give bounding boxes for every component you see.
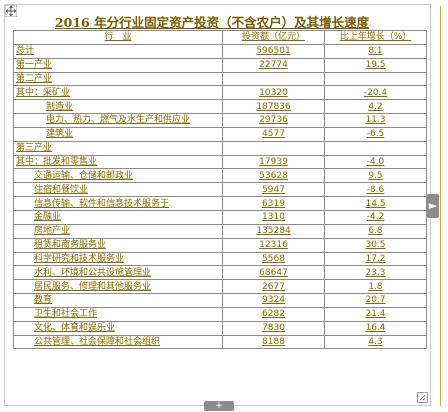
industry-cell: 第一产业 [13,57,223,73]
investment-cell: 4577 [222,126,325,142]
industry-cell: 房地产业 [13,223,223,239]
industry-cell: 电力、热力、燃气及水生产和供应业 [13,113,223,128]
table-row: 金融业 1310 -4.2 [13,209,427,225]
growth-cell: -6.5 [324,126,427,142]
investment-cell: 7830 [222,320,325,336]
table-row: 信息传输、软件和信息技术服务于 6319 14.5 [13,196,427,211]
table-row: 卫生和社会工作 6282 21.4 [13,306,427,322]
table-row: 建筑业 4577 -6.5 [13,126,427,142]
growth-cell: 20.7 [324,293,427,308]
table-row: 文化、体育和娱乐业 7830 16.4 [13,320,427,336]
growth-cell: -4.2 [324,209,427,225]
growth-cell: 9.5 [324,168,427,184]
industry-cell: 制造业 [13,99,223,115]
investment-cell: 8188 [222,334,325,350]
industry-cell: 第三产业 [13,140,223,156]
investment-cell: 6282 [222,306,325,322]
add-row-icon[interactable]: + [204,401,234,411]
industry-cell: 交通运输、仓储和邮政业 [13,168,223,184]
investment-cell: 135284 [222,223,325,239]
investment-cell: 5947 [222,182,325,198]
investment-cell: 53628 [222,168,325,184]
growth-cell [324,71,427,87]
table-header-row: 行 业 投资额（亿元） 比上年增长（%） [13,30,427,45]
growth-cell: -4.0 [324,154,427,170]
industry-cell: 建筑业 [13,126,223,142]
growth-cell: 30.5 [324,237,427,253]
industry-cell: 居民服务、修理和其他服务业 [13,279,223,295]
investment-cell: 9324 [222,293,325,308]
industry-cell: 文化、体育和娱乐业 [13,320,223,336]
table-row: 公共管理、社会保障和社会组织 8188 4.3 [13,334,427,350]
table-row: 其中：采矿业 10320 -20.4 [13,85,427,101]
industry-cell: 其中：采矿业 [13,85,223,101]
header-growth: 比上年增长（%） [324,30,427,45]
investment-cell: 2677 [222,279,325,295]
table-row: 其中：批发和零售业 17939 -4.0 [13,154,427,170]
header-investment: 投资额（亿元） [222,30,325,45]
investment-cell: 6319 [222,196,325,211]
industry-cell: 住宿和餐饮业 [13,182,223,198]
industry-cell: 公共管理、社会保障和社会组织 [13,334,223,350]
investment-cell: 68647 [222,265,325,281]
investment-cell: 1310 [222,209,325,225]
investment-cell [222,140,325,156]
growth-cell: 4.3 [324,334,427,350]
investment-cell: 12316 [222,237,325,253]
table-row: 水利、环境和公共设施管理业 68647 23.3 [13,265,427,281]
investment-cell: 29736 [222,113,325,128]
industry-cell: 科学研究和技术服务业 [13,251,223,267]
table-row: 第一产业 22774 19.5 [13,57,427,73]
industry-cell: 金融业 [13,209,223,225]
investment-cell: 17939 [222,154,325,170]
table-row: 居民服务、修理和其他服务业 2677 1.8 [13,279,427,295]
growth-cell: 6.8 [324,223,427,239]
table-title: 2016 年分行业固定资产投资（不含农户）及其增长速度 [54,15,370,30]
table-row: 科学研究和技术服务业 5568 17.2 [13,251,427,267]
table-row: 教育 9324 20.7 [13,293,427,308]
growth-cell [324,140,427,156]
investment-cell: 5568 [222,251,325,267]
industry-cell: 水利、环境和公共设施管理业 [13,265,223,281]
investment-cell [222,71,325,87]
growth-cell: 11.3 [324,113,427,128]
industry-cell: 第二产业 [13,71,223,87]
growth-cell: 8.1 [324,43,427,59]
industry-cell: 信息传输、软件和信息技术服务于 [13,196,223,211]
table-row: 总计 596501 8.1 [13,43,427,59]
growth-cell: 4.2 [324,99,427,115]
table-row: 房地产业 135284 6.8 [13,223,427,239]
investment-table: 行 业 投资额（亿元） 比上年增长（%） 总计 596501 8.1 第一产业 2277… [13,30,427,350]
investment-cell: 187836 [222,99,325,115]
industry-cell: 教育 [13,293,223,308]
growth-cell: 21.4 [324,306,427,322]
investment-cell: 10320 [222,85,325,101]
investment-cell: 22774 [222,57,325,73]
industry-cell: 总计 [13,43,223,59]
table-row: 第三产业 [13,140,427,156]
growth-cell: -20.4 [324,85,427,101]
table-row: 租赁和商务服务业 12316 30.5 [13,237,427,253]
column-guide-line [440,6,441,406]
industry-cell: 卫生和社会工作 [13,306,223,322]
table-row: 交通运输、仓储和邮政业 53628 9.5 [13,168,427,184]
growth-cell: -8.6 [324,182,427,198]
growth-cell: 19.5 [324,57,427,73]
table-row: 制造业 187836 4.2 [13,99,427,115]
table-row: 电力、热力、燃气及水生产和供应业 29736 11.3 [13,113,427,128]
growth-cell: 14.5 [324,196,427,211]
table-row: 第二产业 [13,71,427,87]
move-handle-icon[interactable] [5,5,17,17]
header-industry: 行 业 [13,30,223,45]
resize-handle-icon[interactable] [417,392,428,403]
growth-cell: 23.3 [324,265,427,281]
growth-cell: 17.2 [324,251,427,267]
industry-cell: 租赁和商务服务业 [13,237,223,253]
expand-right-icon[interactable]: ► [427,194,439,218]
table-row: 住宿和餐饮业 5947 -8.6 [13,182,427,198]
investment-cell: 596501 [222,43,325,59]
growth-cell: 16.4 [324,320,427,336]
industry-cell: 其中：批发和零售业 [13,154,223,170]
growth-cell: 1.8 [324,279,427,295]
